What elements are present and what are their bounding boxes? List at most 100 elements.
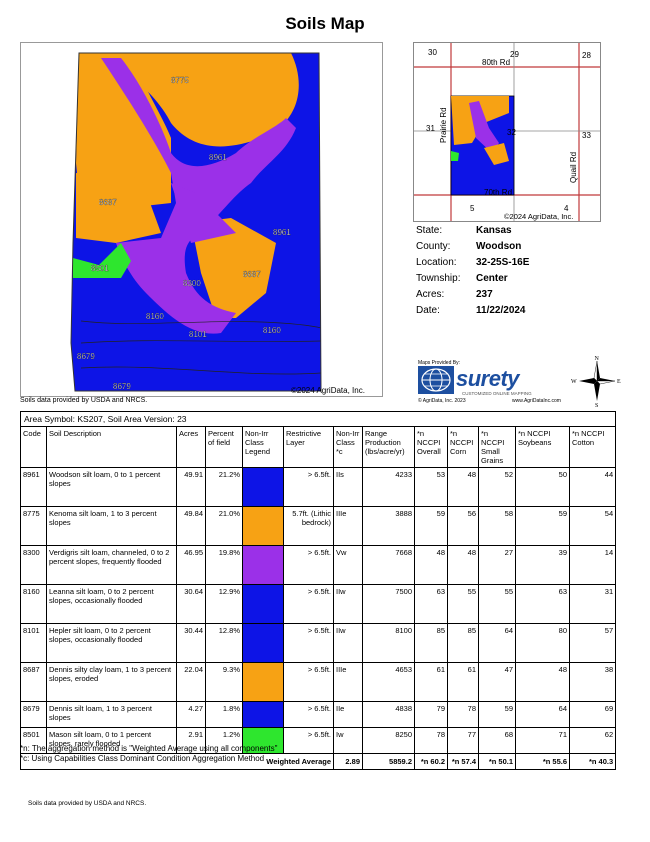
footer-credit: Soils data provided by USDA and NRCS.	[28, 800, 147, 807]
soils-map-canvas: 8775 8961 8687 8961 8501 8300 8687 8160 …	[70, 52, 365, 395]
row-nccpi-corn: 48	[447, 467, 479, 507]
row-code: 8961	[20, 467, 47, 507]
row-nccpi-overall: 59	[414, 506, 448, 546]
row-description: Kenoma silt loam, 1 to 3 percent slopes	[46, 506, 177, 546]
row-percent: 1.8%	[205, 701, 243, 728]
weighted-average-row: Weighted Average 2.89 5859.2 *n 60.2 *n …	[20, 753, 617, 770]
row-nccpi-grains: 68	[478, 727, 516, 754]
row-percent: 12.8%	[205, 623, 243, 663]
row-nccpi-overall: 53	[414, 467, 448, 507]
row-nccpi-soybeans: 39	[515, 545, 570, 585]
row-range: 4838	[362, 701, 415, 728]
col-header: Code	[20, 426, 47, 468]
info-label: County:	[416, 240, 451, 252]
info-value: Kansas	[476, 224, 512, 236]
col-header: Acres	[176, 426, 206, 468]
row-nccpi-grains: 47	[478, 662, 516, 702]
legend-swatch	[242, 662, 284, 702]
row-nccpi-grains: 27	[478, 545, 516, 585]
weighted-range: 5859.2	[362, 753, 415, 770]
row-description: Leanna silt loam, 0 to 2 percent slopes,…	[46, 584, 177, 624]
info-value: 237	[476, 288, 493, 300]
row-code: 8101	[20, 623, 47, 663]
col-header: *n NCCPI Overall	[414, 426, 448, 468]
section-number: 28	[582, 51, 591, 60]
row-restrictive: > 6.5ft.	[283, 623, 334, 663]
row-nccpi-corn: 55	[447, 584, 479, 624]
row-restrictive: > 6.5ft.	[283, 584, 334, 624]
section-number: 31	[426, 124, 435, 133]
row-restrictive: > 6.5ft.	[283, 727, 334, 754]
info-value: 11/22/2024	[476, 304, 526, 316]
col-header: Soil Description	[46, 426, 177, 468]
table-row: 8101 Hepler silt loam, 0 to 2 percent slo…	[20, 623, 617, 663]
row-nccpi-soybeans: 59	[515, 506, 570, 546]
table-row: 8160 Leanna silt loam, 0 to 2 percent slo…	[20, 584, 617, 624]
row-percent: 19.8%	[205, 545, 243, 585]
row-description: Verdigris silt loam, channeled, 0 to 2 p…	[46, 545, 177, 585]
info-row: Date: 11/22/2024	[416, 302, 529, 318]
soils-map[interactable]: 8775 8961 8687 8961 8501 8300 8687 8160 …	[20, 42, 383, 397]
row-percent: 21.0%	[205, 506, 243, 546]
row-nccpi-cotton: 38	[568, 662, 617, 702]
map-credit: Soils data provided by USDA and NRCS.	[20, 397, 148, 404]
compass-w: W	[571, 379, 577, 385]
map-copyright: ©2024 AgriData, Inc.	[291, 386, 365, 395]
info-row: Location: 32-25S-16E	[416, 254, 529, 270]
row-nccpi-corn: 48	[447, 545, 479, 585]
map-label: 8300	[183, 279, 201, 288]
area-symbol: Area Symbol: KS207, Soil Area Version: 2…	[19, 411, 617, 427]
row-description: Dennis silty clay loam, 1 to 3 percent s…	[46, 662, 177, 702]
weighted-soybeans: *n 55.6	[515, 753, 570, 770]
row-range: 8100	[362, 623, 415, 663]
row-class: IIe	[333, 701, 363, 728]
col-header: *n NCCPI Soybeans	[515, 426, 570, 468]
row-nccpi-cotton: 57	[568, 623, 617, 663]
legend-color	[243, 624, 283, 662]
weighted-corn: *n 57.4	[447, 753, 479, 770]
map-label: 8101	[189, 330, 207, 339]
row-nccpi-cotton: 69	[568, 701, 617, 728]
locator-copyright: ©2024 AgriData, Inc.	[504, 212, 573, 221]
road-label: Quail Rd	[569, 152, 578, 183]
road-label: 70th Rd	[484, 188, 512, 197]
section-number: 5	[470, 204, 475, 213]
table-row: 8679 Dennis silt loam, 1 to 3 percent slo…	[20, 701, 617, 728]
weighted-class: 2.89	[333, 753, 363, 770]
legend-swatch	[242, 727, 284, 754]
section-number: 30	[428, 48, 437, 57]
row-range: 4233	[362, 467, 415, 507]
row-restrictive: > 6.5ft.	[283, 701, 334, 728]
row-range: 7500	[362, 584, 415, 624]
legend-swatch	[242, 545, 284, 585]
row-nccpi-overall: 61	[414, 662, 448, 702]
row-nccpi-overall: 79	[414, 701, 448, 728]
row-code: 8687	[20, 662, 47, 702]
row-nccpi-cotton: 54	[568, 506, 617, 546]
row-nccpi-soybeans: 48	[515, 662, 570, 702]
surety-wordmark: surety	[456, 366, 520, 391]
legend-color	[243, 585, 283, 623]
legend-color	[243, 468, 283, 506]
map-label: 8160	[146, 312, 164, 321]
legend-swatch	[242, 623, 284, 663]
row-percent: 21.2%	[205, 467, 243, 507]
info-label: State:	[416, 224, 443, 236]
legend-color	[243, 702, 283, 727]
col-header: *n NCCPI Cotton	[568, 426, 617, 468]
weighted-overall: *n 60.2	[414, 753, 448, 770]
info-value: 32-25S-16E	[476, 256, 530, 268]
row-nccpi-cotton: 62	[568, 727, 617, 754]
row-class: IIw	[333, 623, 363, 663]
globe-icon	[418, 366, 454, 394]
map-label: 8679	[77, 352, 95, 361]
row-nccpi-grains: 58	[478, 506, 516, 546]
map-label: 8160	[263, 326, 281, 335]
row-nccpi-grains: 64	[478, 623, 516, 663]
surety-logo: Maps Provided By: surety CUSTOMIZED ONLI…	[416, 358, 566, 404]
locator-map[interactable]: 30 29 28 31 32 33 5 4 80th Rd Prairie Rd…	[413, 42, 601, 222]
field-info: State: Kansas County: Woodson Location: 32-…	[416, 222, 529, 318]
row-percent: 12.9%	[205, 584, 243, 624]
legend-swatch	[242, 701, 284, 728]
info-row: Acres: 237	[416, 286, 529, 302]
